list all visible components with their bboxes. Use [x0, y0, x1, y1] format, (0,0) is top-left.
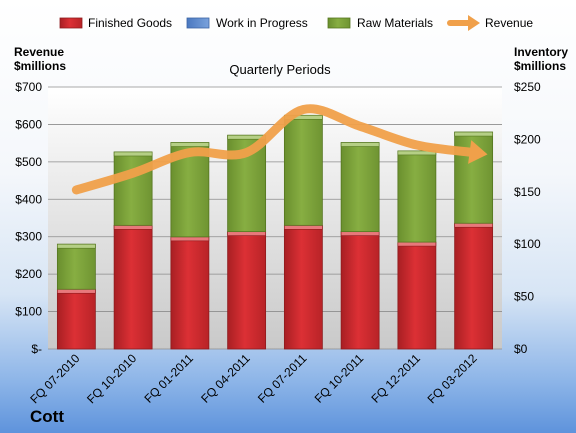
revenue-series-line	[71, 104, 479, 195]
x-tick-label: FQ 07-2010	[27, 351, 82, 406]
bar-finished-goods	[56, 288, 96, 350]
left-tick-label: $200	[15, 267, 42, 281]
left-tick-label: $100	[15, 305, 42, 319]
x-tick-label: FQ 10-2011	[312, 351, 367, 406]
left-tick-label: $-	[31, 342, 42, 356]
bar-finished-goods-cap	[454, 222, 493, 228]
legend: Finished Goods Work in Progress Raw Mate…	[59, 15, 533, 31]
left-tick-label: $700	[15, 80, 42, 94]
x-tick-label: FQ 10-2010	[84, 351, 139, 406]
legend-swatch-raw-materials	[327, 17, 351, 29]
right-tick-label: $50	[514, 290, 534, 304]
bar-raw-materials-cap	[57, 243, 96, 249]
right-tick-label: $200	[514, 132, 541, 146]
bar-finished-goods-cap	[397, 241, 437, 247]
bar-finished-goods	[113, 224, 153, 350]
bar-raw-materials	[56, 243, 96, 290]
bar-raw-materials	[340, 142, 380, 233]
bar-finished-goods	[283, 224, 323, 350]
left-tick-label: $300	[15, 230, 42, 244]
bar-finished-goods-cap	[227, 231, 266, 236]
bar-raw-materials-cap	[454, 131, 493, 137]
legend-label-work-in-progress: Work in Progress	[216, 16, 308, 30]
bar-raw-materials	[113, 151, 153, 226]
bar-finished-goods-cap	[340, 231, 380, 236]
bar-raw-materials-cap	[340, 142, 380, 147]
left-axis-title-line1: Revenue	[14, 45, 64, 59]
left-tick-label: $600	[15, 117, 42, 131]
x-tick-label: FQ 03-2012	[425, 351, 480, 406]
right-axis: $0 $50 $100 $150 $200 $250	[514, 80, 541, 356]
bar-raw-materials-cap	[113, 151, 153, 157]
bars	[56, 114, 494, 350]
right-axis-title-line2: $millions	[514, 59, 566, 73]
revenue-arrowhead	[468, 140, 488, 164]
legend-arrow-revenue	[447, 15, 480, 31]
bar-finished-goods	[340, 231, 380, 350]
legend-label-finished-goods: Finished Goods	[88, 16, 172, 30]
bar-finished-goods	[227, 231, 267, 350]
legend-swatch-finished-goods	[59, 17, 83, 29]
x-axis: FQ 07-2010 FQ 10-2010 FQ 01-2011 FQ 04-2011…	[27, 351, 480, 406]
x-tick-label: FQ 04-2011	[198, 351, 253, 406]
right-tick-label: $250	[514, 80, 541, 94]
right-axis-title-line1: Inventory	[514, 45, 568, 59]
bar-finished-goods	[170, 236, 210, 350]
company-name: Cott	[30, 407, 64, 426]
right-tick-label: $0	[514, 342, 528, 356]
x-tick-label: FQ 12-2011	[368, 351, 423, 406]
bar-finished-goods	[454, 222, 494, 350]
bar-finished-goods-cap	[113, 225, 153, 230]
bar-raw-materials-cap	[397, 150, 437, 156]
right-tick-label: $150	[514, 185, 541, 199]
legend-label-raw-materials: Raw Materials	[357, 16, 433, 30]
left-tick-label: $500	[15, 155, 42, 169]
left-axis: $- $100 $200 $300 $400 $500 $600 $700	[15, 80, 42, 356]
revenue-line	[71, 104, 488, 195]
x-tick-label: FQ 07-2011	[255, 351, 310, 406]
bar-raw-materials	[397, 150, 437, 243]
x-tick-label: FQ 01-2011	[141, 351, 196, 406]
bar-finished-goods-cap	[57, 288, 96, 294]
bar-raw-materials-cap	[170, 142, 210, 147]
bar-raw-materials	[283, 114, 323, 226]
left-axis-title-line2: $millions	[14, 59, 66, 73]
legend-swatch-work-in-progress	[186, 17, 210, 29]
bar-finished-goods-cap	[170, 236, 210, 242]
bar-finished-goods	[397, 241, 437, 350]
legend-label-revenue: Revenue	[485, 16, 533, 30]
chart-title: Quarterly Periods	[229, 62, 331, 77]
right-tick-label: $100	[514, 237, 541, 251]
left-tick-label: $400	[15, 192, 42, 206]
bar-finished-goods-cap	[284, 225, 323, 230]
